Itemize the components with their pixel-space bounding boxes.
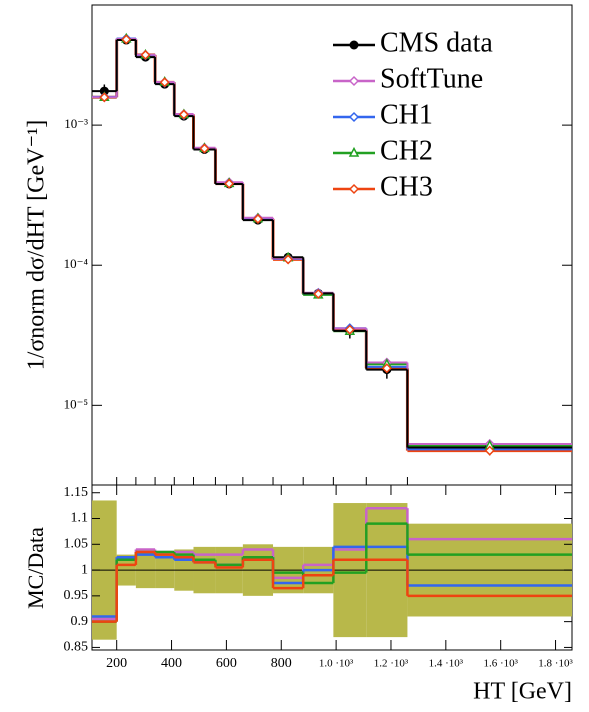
- data-point: [224, 178, 235, 189]
- data-point: [159, 77, 170, 88]
- x-tick-label: 400: [161, 656, 182, 671]
- data-point: [140, 49, 151, 60]
- data-point: [178, 109, 189, 120]
- y-tick-label: 1.15: [64, 485, 89, 500]
- y-tick-label: 1: [81, 562, 88, 577]
- data-point: [252, 213, 264, 224]
- x-tick-label: 1.6 ·10³: [483, 658, 518, 670]
- data-point: [283, 254, 294, 265]
- main-frame: [91, 4, 573, 486]
- data-point: [121, 34, 132, 45]
- y-axis-label: 1/σnorm dσ/dHT [GeV⁻¹]: [24, 120, 50, 371]
- x-tick-label: 1.0 ·10³: [319, 658, 354, 670]
- legend-label: CH1: [380, 99, 433, 130]
- x-tick-label: 1.2 ·10³: [374, 658, 409, 670]
- x-tick-label: 1.4 ·10³: [429, 658, 464, 670]
- x-tick-label: 200: [106, 656, 127, 671]
- legend-marker: [348, 75, 360, 87]
- legend-label: CH3: [380, 171, 433, 202]
- legend-label: SoftTune: [380, 63, 483, 94]
- legend-label: CH2: [380, 135, 433, 166]
- data-point: [344, 324, 355, 335]
- y-tick-label: 0.95: [64, 588, 89, 603]
- y-tick-label: 10⁻³: [64, 116, 88, 131]
- legend-label: CMS data: [380, 27, 493, 58]
- y-tick-label: 1.05: [64, 537, 89, 552]
- legend-marker: [348, 183, 360, 195]
- legend-marker: [348, 111, 360, 123]
- x-tick-label: 800: [271, 656, 292, 671]
- y-tick-label: 10⁻⁵: [64, 396, 88, 411]
- data-point: [484, 445, 495, 456]
- x-tick-label: 600: [216, 656, 237, 671]
- y-tick-label: 0.9: [71, 614, 89, 629]
- data-point: [313, 288, 324, 299]
- x-tick-label: 1.8 ·10³: [538, 658, 573, 670]
- y-tick-label: 1.1: [71, 511, 89, 526]
- data-point: [99, 86, 109, 96]
- data-point: [381, 363, 392, 374]
- y-tick-label: 0.85: [64, 640, 89, 655]
- x-axis-label: HT [GeV]: [473, 679, 572, 705]
- y-tick-label: 10⁻⁴: [64, 256, 89, 271]
- data-point: [99, 92, 110, 103]
- ratio-y-axis-label: MC/Data: [23, 527, 48, 609]
- legend-marker: [348, 146, 360, 157]
- legend-marker: [349, 40, 359, 50]
- data-point: [199, 143, 210, 154]
